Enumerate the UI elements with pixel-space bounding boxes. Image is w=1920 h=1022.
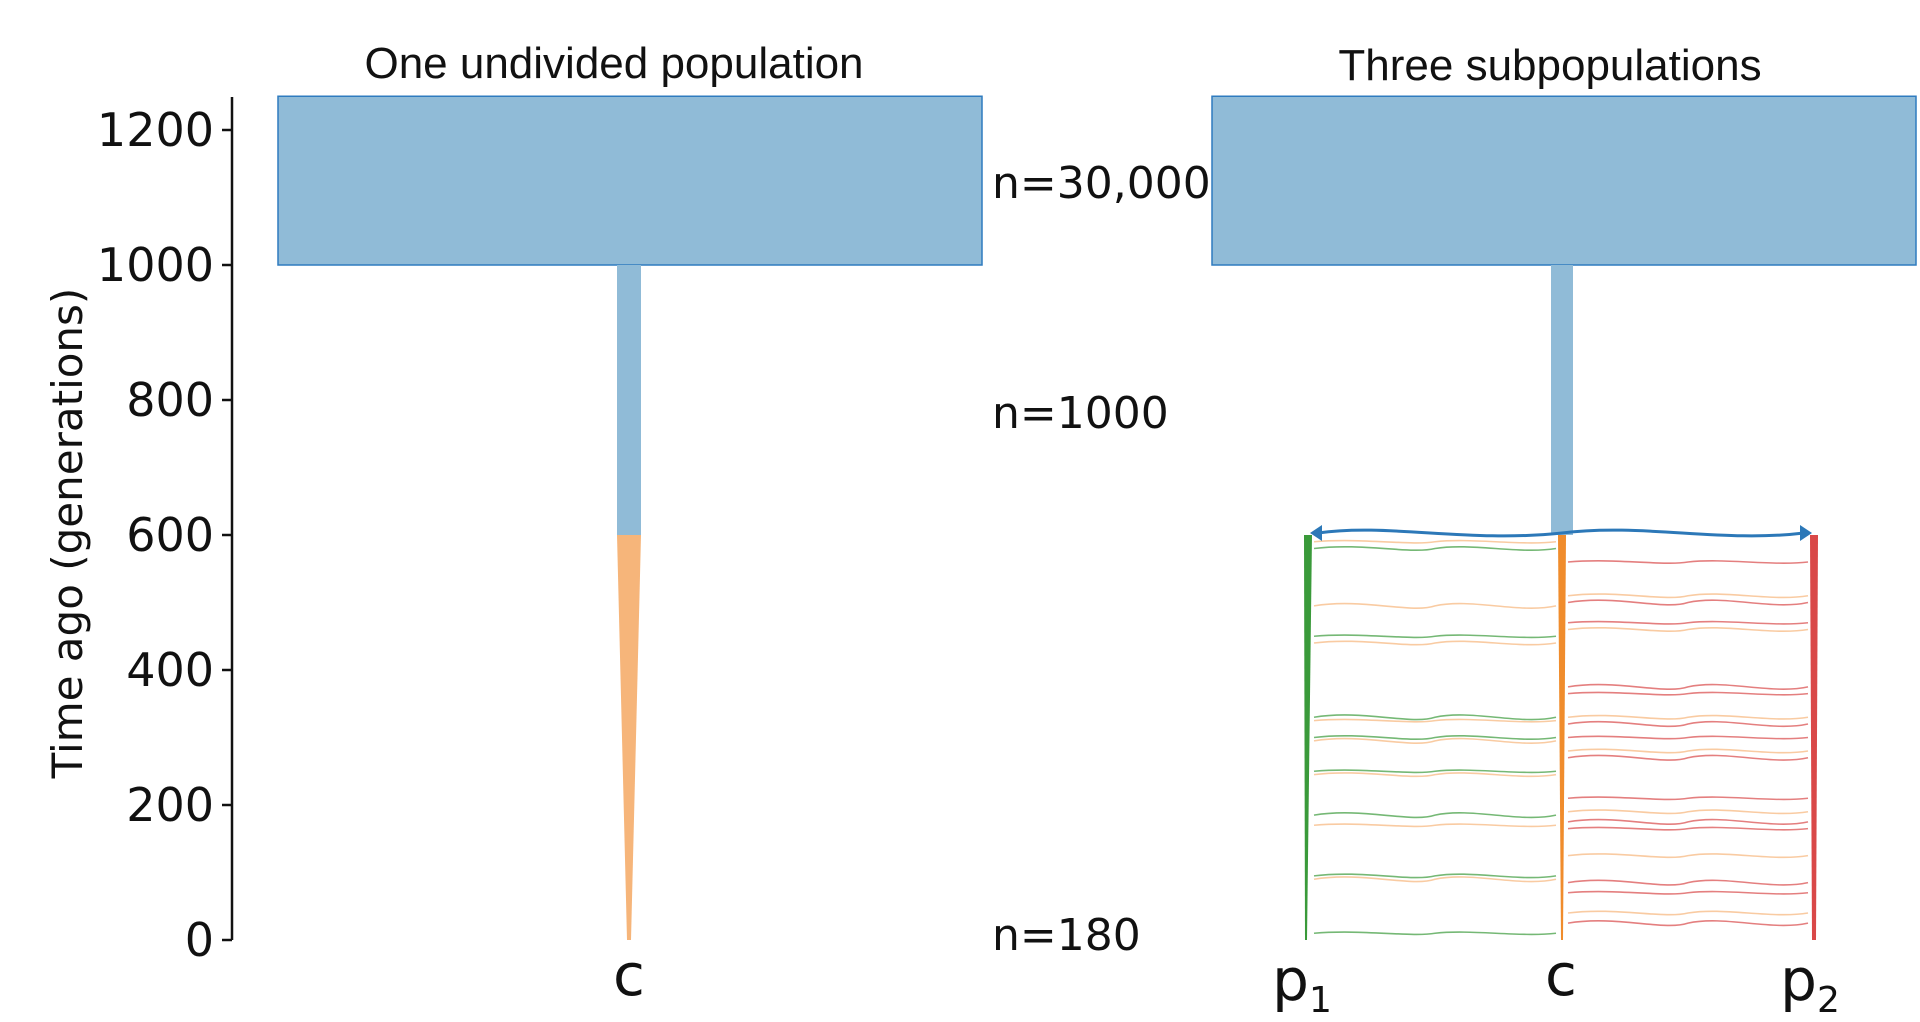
split-arrow-head-right [1800,525,1812,541]
y-tick-label: 0 [185,913,214,967]
migration-line [1313,602,1557,609]
present-size-label: n=180 [992,910,1141,961]
migration-line [1313,772,1557,778]
migration-line [1313,769,1557,774]
left-c-label: c [613,941,645,1009]
migration-line [1567,593,1809,599]
migration-line [1567,754,1809,761]
y-tick-label: 1200 [97,103,214,157]
migration-line [1313,812,1557,819]
migration-line [1313,718,1557,723]
y-tick-label: 600 [126,508,214,562]
y-tick-label: 400 [126,643,214,697]
migration-line [1567,683,1809,690]
p1-label: p1 [1272,946,1332,1021]
left-bottleneck-stem [617,265,641,535]
migration-line [1567,627,1809,632]
p2-label: p2 [1780,946,1840,1021]
left-panel-title: One undivided population [364,39,863,88]
migration-line [1567,691,1809,696]
right-bottleneck-stem [1551,265,1573,535]
migration-line [1313,876,1557,883]
y-tick-label: 800 [126,373,214,427]
left-c-population-wedge [617,535,641,940]
p2-population-wedge [1810,535,1818,940]
migration-line [1567,720,1809,728]
y-axis-ticks: 0 200 400 600 800 1000 1200 [97,103,232,967]
migration-lines [1313,539,1809,936]
left-panel: c [277,95,983,1009]
ancestral-size-label: n=30,000 [992,158,1211,209]
migration-line [1567,818,1809,825]
migration-line [1567,890,1809,895]
right-ancestral-block [1211,95,1917,266]
migration-line [1567,599,1809,606]
migration-line [1567,620,1809,625]
migration-line [1313,823,1557,828]
right-c-population-wedge [1558,535,1566,940]
migration-line [1567,796,1809,801]
migration-line [1313,546,1557,551]
migration-line [1567,714,1809,720]
migration-line [1567,735,1809,740]
migration-line [1313,634,1557,639]
migration-line [1567,853,1809,859]
migration-line [1567,826,1809,831]
y-tick-label: 1000 [97,238,214,292]
migration-line [1567,920,1809,927]
migration-line [1313,737,1557,744]
migration-line [1567,879,1809,886]
migration-line [1567,910,1809,916]
split-migration-arrow [1317,528,1805,538]
migration-line [1313,873,1557,879]
migration-line [1567,809,1809,815]
right-c-label: c [1545,941,1577,1009]
p1-population-wedge [1304,535,1312,940]
y-axis-label: Time ago (generations) [43,288,92,780]
y-tick-label: 200 [126,778,214,832]
bottleneck-size-label: n=1000 [992,388,1169,439]
left-ancestral-block [277,95,983,266]
migration-line [1313,714,1557,721]
right-panel-title: Three subpopulations [1338,41,1761,90]
migration-line [1567,748,1809,754]
right-panel: p1 c p2 [1211,95,1917,1021]
migration-line [1313,735,1557,740]
split-arrow-head-left [1310,525,1322,541]
migration-line [1567,560,1809,564]
migration-line [1313,931,1557,936]
migration-line [1313,640,1557,646]
migration-line [1313,539,1557,544]
